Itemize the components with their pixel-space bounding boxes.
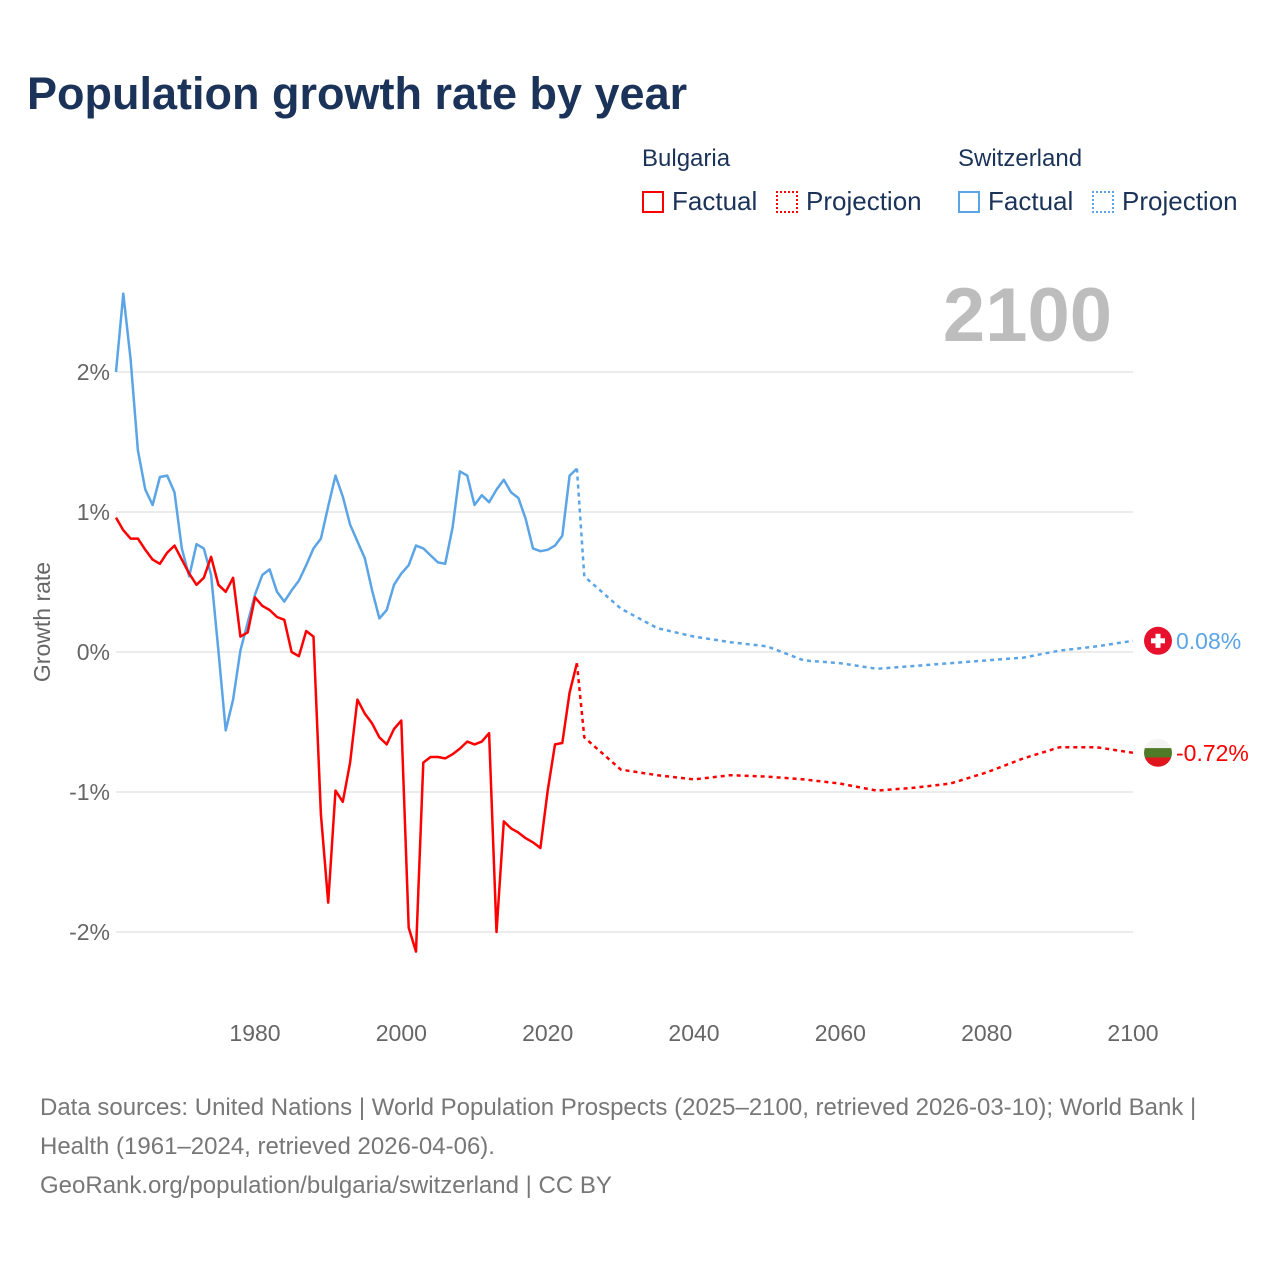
switzerland-flag-icon [1144,626,1172,655]
y-tick-label: 1% [77,499,110,525]
x-tick-label: 2080 [961,1020,1012,1046]
legend-label: Projection [806,186,922,216]
x-tick-label: 2040 [668,1020,719,1046]
x-tick-label: 2020 [522,1020,573,1046]
y-axis-label: Growth rate [29,562,55,682]
y-tick-label: 0% [77,639,110,665]
legend-swatch-dotted [1092,190,1114,213]
legend-switzerland-factual[interactable]: Factual [958,186,1073,217]
legend-switzerland-projection[interactable]: Projection [1092,186,1238,217]
switzerland-projection-line [575,468,1134,671]
y-tick-label: 2% [77,359,110,385]
x-tick-label: 2000 [376,1020,427,1046]
bulgaria-factual-line [114,516,579,953]
line-chart: 2% 1% 0% -1% -2% 1980 2000 2020 2040 2060 2080 2100… [29,292,1249,1046]
legend-label: Factual [672,186,758,216]
data-sources: Data sources: United Nations | World Pop… [40,1094,1197,1160]
legend-swatch-dotted [776,190,798,213]
legend-swatch-solid [958,190,980,213]
x-tick-label: 2060 [815,1020,866,1046]
bulgaria-projection-line [575,663,1134,792]
source-link[interactable]: GeoRank.org/population/bulgaria/switzerl… [40,1172,612,1199]
legend-group-switzerland: Switzerland [958,145,1083,172]
legend-label: Projection [1122,186,1238,216]
bulgaria-end-label: -0.72% [1176,740,1249,766]
x-tick-label: 1980 [229,1020,280,1046]
chart-title: Population growth rate by year [27,68,688,119]
switzerland-factual-line [114,292,578,732]
legend-group-bulgaria: Bulgaria [642,145,731,172]
legend-label: Factual [988,186,1074,216]
footer: Data sources: United Nations | World Pop… [40,1088,1240,1205]
y-tick-label: -1% [69,779,110,805]
switzerland-end-label: 0.08% [1176,628,1241,654]
year-display: 2100 [942,273,1112,358]
flag-stripe-green [1144,748,1172,758]
flag-stripes [1144,738,1172,767]
legend-swatch-solid [642,190,664,213]
flag-stripe-red [1144,757,1172,767]
legend-bulgaria-factual[interactable]: Factual [642,186,757,217]
x-tick-label: 2100 [1107,1020,1158,1046]
flag-cross [1155,633,1161,648]
flag-stripe-white [1144,738,1172,749]
y-tick-label: -2% [69,919,110,945]
bulgaria-flag-icon [1144,738,1172,767]
legend-bulgaria-projection[interactable]: Projection [776,186,922,217]
